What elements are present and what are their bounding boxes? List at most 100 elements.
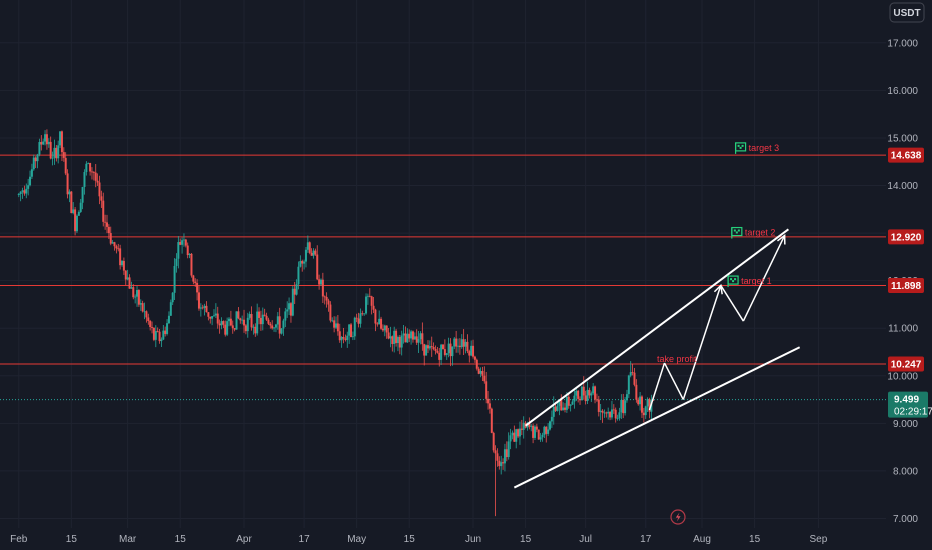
candle-body <box>188 253 191 256</box>
current-price-value: 9.499 <box>894 395 919 406</box>
candle-body <box>635 384 638 400</box>
candle-body <box>477 368 480 374</box>
projection-segment <box>720 285 744 322</box>
candle-body <box>291 288 294 316</box>
candle-body <box>518 428 521 437</box>
candle-body <box>310 252 313 256</box>
candle-body <box>355 317 358 319</box>
candle-body <box>74 209 77 232</box>
candle-body <box>558 399 561 406</box>
level-badge-label: 12.920 <box>891 232 922 243</box>
candle-body <box>335 323 338 328</box>
x-tick-label: Aug <box>693 534 711 545</box>
candle-body <box>468 351 471 356</box>
candle-body <box>145 311 148 318</box>
candle-body <box>216 313 219 324</box>
candle-body <box>509 435 512 442</box>
candle-body <box>229 318 232 326</box>
candle-body <box>419 333 422 340</box>
candle-body <box>601 410 604 413</box>
candle-body <box>115 246 118 249</box>
candle-body <box>365 296 368 314</box>
candle-body <box>75 215 78 232</box>
level-badge-label: 14.638 <box>891 151 922 162</box>
candle-body <box>532 425 535 438</box>
x-tick-label: Jun <box>465 534 481 545</box>
candle-body <box>62 152 65 158</box>
candle-body <box>314 250 317 255</box>
candle-body <box>130 287 133 289</box>
candle-body <box>280 328 283 334</box>
candle-body <box>160 339 163 342</box>
candle-body <box>451 346 454 357</box>
candle-body <box>500 462 503 467</box>
candle-body <box>380 318 383 329</box>
candle-body <box>564 407 567 410</box>
candle-body <box>627 375 630 395</box>
candle-body <box>171 292 174 303</box>
candle-body <box>64 157 67 174</box>
candle-body <box>25 188 28 194</box>
candle-body <box>92 172 95 173</box>
candle-body <box>79 202 82 212</box>
candle-body <box>361 313 364 315</box>
candle-body <box>423 344 426 356</box>
candle-body <box>410 331 413 339</box>
candle-body <box>85 163 88 173</box>
candle-body <box>284 311 287 321</box>
flag-icon <box>734 142 747 154</box>
projection-arrowhead <box>777 233 786 245</box>
candle-body <box>329 304 332 321</box>
candle-body <box>370 296 373 306</box>
candle-body <box>357 318 360 324</box>
level-badge-bg <box>888 356 924 372</box>
candle-body <box>297 266 300 285</box>
candle-body <box>325 296 328 301</box>
level-badge-bg <box>888 147 924 163</box>
candle-body <box>346 335 349 340</box>
candle-body <box>27 185 30 189</box>
candle-body <box>575 390 578 396</box>
candle-body <box>250 314 253 328</box>
candle-body <box>66 173 69 195</box>
y-tick-label: 17.000 <box>887 38 918 49</box>
candle-body <box>565 396 568 410</box>
candle-body <box>445 353 448 355</box>
candle-body <box>592 386 595 394</box>
candle-body <box>51 157 54 159</box>
candle-body <box>552 406 555 417</box>
candle-body <box>60 131 63 153</box>
candle-body <box>612 409 615 411</box>
candle-body <box>119 248 122 266</box>
candle-body <box>218 323 221 326</box>
candle-body <box>312 250 315 256</box>
candle-body <box>316 254 319 280</box>
candle-body <box>353 317 356 337</box>
candle-body <box>151 327 154 328</box>
candle-body <box>318 279 321 285</box>
candle-body <box>406 333 409 343</box>
candle-body <box>492 432 495 451</box>
currency-button[interactable]: USDT <box>889 2 925 23</box>
candle-body <box>348 324 351 336</box>
candle-body <box>631 372 634 373</box>
level-price-badge: 12.920 <box>888 229 924 245</box>
y-tick-label: 11.000 <box>888 324 918 335</box>
candle-body <box>368 295 371 297</box>
candle-body <box>45 134 48 145</box>
candle-body <box>595 399 598 401</box>
candle-body <box>457 345 460 347</box>
candle-body <box>624 400 627 414</box>
x-axis[interactable]: Feb 15 Mar 15 Apr 17 May 15 Jun 15 Jul 17 Aug 15 Sep <box>10 534 828 545</box>
lightning-icon[interactable] <box>670 509 686 525</box>
candle-body <box>443 349 446 355</box>
candle-body <box>100 196 103 201</box>
current-price-countdown: 02:29:17 <box>894 407 932 418</box>
candle-body <box>395 330 398 344</box>
candle-body <box>259 317 262 325</box>
candle-body <box>273 327 276 329</box>
candle-body <box>351 336 354 338</box>
candle-body <box>582 386 585 396</box>
